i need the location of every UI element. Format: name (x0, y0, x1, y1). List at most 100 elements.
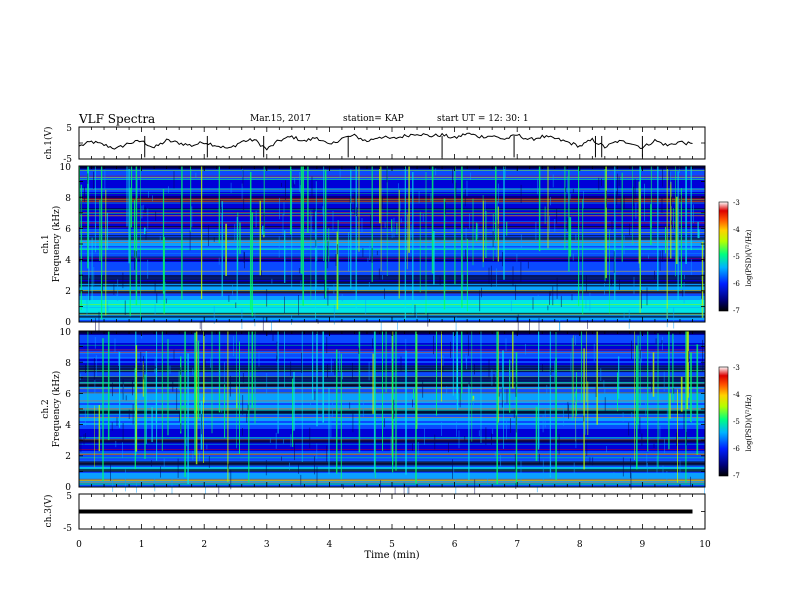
ch1-spectrogram-row (79, 190, 705, 193)
cb2-tick-m7: -7 (733, 472, 740, 480)
ch1-spectrogram-row (79, 208, 705, 211)
ch1-spectrogram-row (79, 194, 705, 197)
ch1-spectrogram-row (79, 186, 705, 189)
x-tick-label: 8 (577, 540, 583, 550)
ch2-spec-channel-label: ch.2 (41, 399, 51, 418)
ch1-spectrogram-row (79, 206, 705, 209)
ch3-panel: 5 -5 ch.3(V) 0 1 2 3 4 5 6 7 8 9 10 Time (min) (43, 492, 711, 561)
ch1-trace (78, 132, 693, 158)
cb1-tick-m3: -3 (733, 199, 740, 207)
ch1-spectrogram-row (79, 272, 705, 275)
ch2-spec-ytick-8: 8 (65, 359, 71, 369)
ch1-spectrogram-row (79, 294, 705, 297)
x-tick-label: 2 (201, 540, 207, 550)
ch2-colorbar: -3 -4 -5 -6 -7 log(PSD)(V²/Hz) (718, 364, 753, 480)
ch1-spectrogram-row (79, 250, 705, 253)
ch2-spectrogram-row (79, 467, 705, 470)
ch2-spectrogram-dark-band (79, 463, 705, 466)
ch1-ytick-bottom: -5 (63, 155, 72, 165)
ch1-spectrogram-panel: 0 2 4 6 8 10 ch.1 Frequency (kHz) (41, 163, 706, 339)
x-tick-label: 4 (327, 540, 333, 550)
ch1-spectrogram-dark-band (79, 281, 705, 283)
ch1-spectrogram-row (79, 182, 705, 185)
ch1-spectrogram-row (79, 204, 705, 207)
ch1-spec-ytick-6: 6 (65, 225, 71, 235)
ch1-spectrogram-row (79, 260, 705, 263)
ch3-ytick-top: 5 (66, 492, 72, 502)
ch1-spectrogram-row (79, 176, 705, 179)
x-tick-label: 10 (699, 540, 711, 550)
x-tick-label: 0 (76, 540, 82, 550)
ch1-spectrogram-row (79, 252, 705, 255)
ch1-spectrogram-row (79, 242, 705, 245)
ch1-spectrogram-row (79, 174, 705, 177)
ch1-spectrogram-row (79, 258, 705, 261)
ch1-spectrogram-row (79, 216, 705, 219)
ch1-spectrogram-row (79, 178, 705, 181)
ch1-spec-channel-label: ch.1 (41, 234, 51, 253)
ch3-ylabel: ch.3(V) (43, 495, 54, 528)
x-axis-label: Time (min) (364, 550, 419, 561)
ch1-panel: 5 -5 ch.1(V) (43, 124, 706, 165)
ch1-spectrogram-row (79, 172, 705, 175)
ch2-spectrogram-dark-band (79, 461, 705, 465)
ch2-spectrogram-row (79, 471, 705, 474)
ch1-ylabel: ch.1(V) (43, 127, 54, 160)
ch1-ytick-top: 5 (66, 124, 72, 134)
ch1-spectrogram-dark-band (79, 278, 705, 281)
ch1-spectrogram-dark-band (79, 315, 705, 318)
ch1-spectrogram-dark-band (79, 284, 705, 287)
ch1-spectrogram-row (79, 184, 705, 187)
ch1-spectrogram-dark-band (79, 259, 705, 262)
ch1-spec-ylabel: Frequency (kHz) (51, 206, 62, 283)
cb2-tick-m5: -5 (733, 418, 740, 426)
ch2-spectrogram-row (79, 473, 705, 476)
ch1-spectrogram-dark-band (79, 237, 705, 240)
ch1-spectrogram-row (79, 214, 705, 217)
ch2-spec-ytick-6: 6 (65, 390, 71, 400)
cb2-label: log(PSD)(V²/Hz) (745, 394, 753, 451)
ch1-waveform-line (78, 132, 693, 151)
ch1-spec-ytick-0: 0 (65, 318, 71, 328)
ch1-spectrogram-row (79, 304, 705, 307)
ch3-ticks (78, 493, 706, 530)
x-tick-label: 6 (452, 540, 458, 550)
ch1-spectrogram-row (79, 298, 705, 301)
ch1-spectrogram-dark-band (79, 290, 705, 294)
x-tick-label: 7 (514, 540, 520, 550)
ch2-spec-ylabel: Frequency (kHz) (51, 371, 62, 448)
ch1-spectrogram-row (79, 314, 705, 317)
ch2-spectrogram-dark-band (79, 469, 705, 472)
cb1-tick-m7: -7 (733, 307, 740, 315)
ch1-spectrogram-row (79, 310, 705, 313)
ch1-spectrogram-row (79, 262, 705, 265)
ch1-spectrogram-row (79, 308, 705, 311)
ch2-spec-ytick-0: 0 (65, 483, 71, 493)
ch1-spectrogram-row (79, 210, 705, 213)
ch1-spectrogram-dark-band (79, 275, 705, 278)
x-tick-label: 9 (640, 540, 646, 550)
cb1-tick-m5: -5 (733, 253, 740, 261)
ch1-spectrogram-row (79, 286, 705, 289)
ch1-spectrogram-dark-band (79, 256, 705, 258)
cb1-tick-m4: -4 (733, 226, 740, 234)
ch2-spec-ytick-2: 2 (65, 452, 71, 462)
cb1-tick-m6: -6 (733, 280, 740, 288)
ch1-spec-ytick-2: 2 (65, 287, 71, 297)
ch1-spectrogram-row (79, 296, 705, 299)
cb1-label: log(PSD)(V²/Hz) (745, 229, 753, 286)
ch1-spectrogram-image (78, 166, 706, 339)
ch2-spectrogram-ticks (78, 330, 706, 488)
ch2-spectrogram-row (79, 477, 705, 480)
x-tick-label: 3 (264, 540, 270, 550)
ch2-spectrogram-row (79, 465, 705, 468)
cb2-tick-m3: -3 (733, 364, 740, 372)
chart-title: VLF Spectra (79, 112, 156, 126)
ch2-spectrogram-row (79, 475, 705, 478)
x-tick-label: 5 (389, 540, 395, 550)
ch1-spectrogram-row (79, 264, 705, 267)
x-tick-label: 1 (139, 540, 145, 550)
ch2-spec-ytick-10: 10 (60, 328, 72, 338)
ch2-spectrogram-image (79, 331, 705, 507)
ch3-ytick-bottom: -5 (63, 524, 72, 534)
